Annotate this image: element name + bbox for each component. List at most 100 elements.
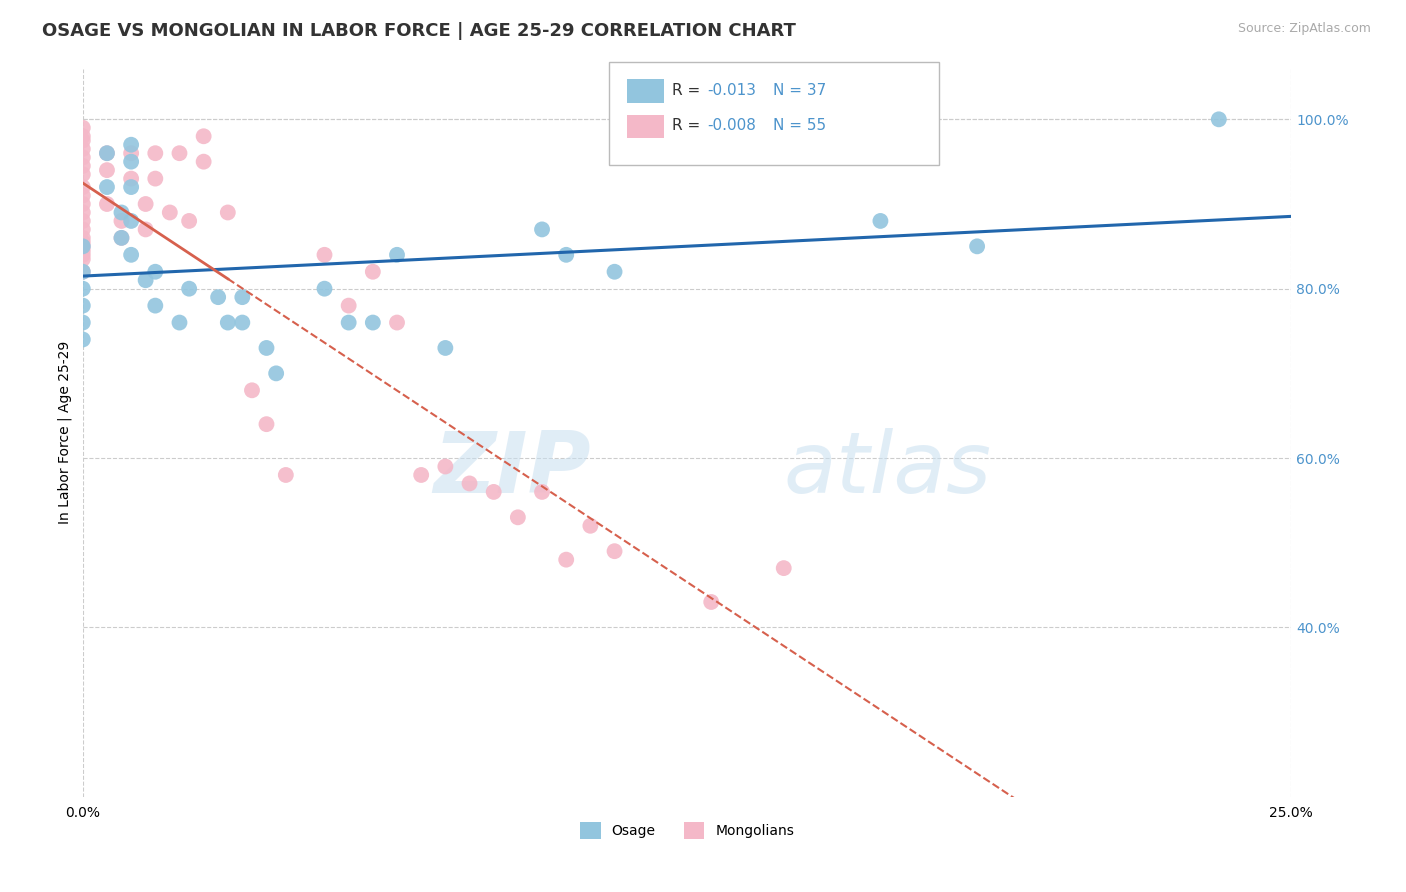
Point [434,341,457,355]
Legend: Osage, Mongolians: Osage, Mongolians [574,816,800,845]
Point [603,544,626,558]
Point [120,171,142,186]
Point [72,188,94,202]
Point [72,197,94,211]
Text: R =: R = [672,83,706,97]
Point [579,518,602,533]
Point [72,150,94,164]
Point [256,417,278,432]
Point [96,146,118,161]
Point [143,299,166,313]
Point [193,154,215,169]
Point [96,146,118,161]
Point [143,171,166,186]
Point [772,561,794,575]
Point [72,333,94,347]
Point [72,222,94,236]
Point [96,197,118,211]
Point [169,316,191,330]
Point [434,459,457,474]
Point [72,235,94,249]
Point [72,129,94,144]
Point [120,154,142,169]
Point [555,552,578,566]
Point [411,467,433,482]
Point [135,197,157,211]
Point [110,214,132,228]
Point [207,290,229,304]
Point [966,239,988,253]
Point [482,484,505,499]
Point [110,205,132,219]
Point [193,129,215,144]
Text: N = 55: N = 55 [773,119,827,133]
Point [96,180,118,194]
Point [72,231,94,245]
Point [361,316,384,330]
Point [72,282,94,296]
Point [179,214,201,228]
Point [217,316,239,330]
Point [72,265,94,279]
Point [72,316,94,330]
Point [1208,112,1230,127]
Point [72,142,94,156]
Point [120,137,142,152]
Point [110,231,132,245]
Point [120,146,142,161]
Point [385,248,408,262]
Point [337,299,360,313]
Text: ZIP: ZIP [433,427,591,510]
Point [700,595,723,609]
Point [240,384,263,398]
Point [72,248,94,262]
Point [135,273,157,287]
Point [531,484,554,499]
Point [143,146,166,161]
Text: R =: R = [672,119,706,133]
Point [264,367,287,381]
Point [120,248,142,262]
Point [385,316,408,330]
Point [869,214,891,228]
Point [120,180,142,194]
Point [314,282,336,296]
Text: atlas: atlas [783,427,991,510]
Point [314,248,336,262]
Point [531,222,554,236]
Point [169,146,191,161]
Point [231,290,253,304]
Text: N = 37: N = 37 [773,83,827,97]
Point [72,167,94,181]
Point [72,214,94,228]
Text: Source: ZipAtlas.com: Source: ZipAtlas.com [1237,22,1371,36]
Point [72,159,94,173]
Point [179,282,201,296]
Point [110,231,132,245]
Point [217,205,239,219]
Point [72,120,94,135]
Point [143,265,166,279]
Point [72,205,94,219]
Point [72,239,94,253]
Point [603,265,626,279]
Point [72,244,94,258]
Point [72,252,94,266]
Point [361,265,384,279]
Point [120,214,142,228]
Point [555,248,578,262]
Point [274,467,297,482]
Point [458,476,481,491]
Text: -0.013: -0.013 [707,83,756,97]
Point [72,265,94,279]
Point [159,205,181,219]
Point [506,510,529,524]
Point [72,239,94,253]
Point [72,299,94,313]
Text: OSAGE VS MONGOLIAN IN LABOR FORCE | AGE 25-29 CORRELATION CHART: OSAGE VS MONGOLIAN IN LABOR FORCE | AGE … [42,22,796,40]
Point [72,180,94,194]
Text: -0.008: -0.008 [707,119,756,133]
Point [72,134,94,148]
Y-axis label: In Labor Force | Age 25-29: In Labor Force | Age 25-29 [58,341,72,524]
Point [337,316,360,330]
